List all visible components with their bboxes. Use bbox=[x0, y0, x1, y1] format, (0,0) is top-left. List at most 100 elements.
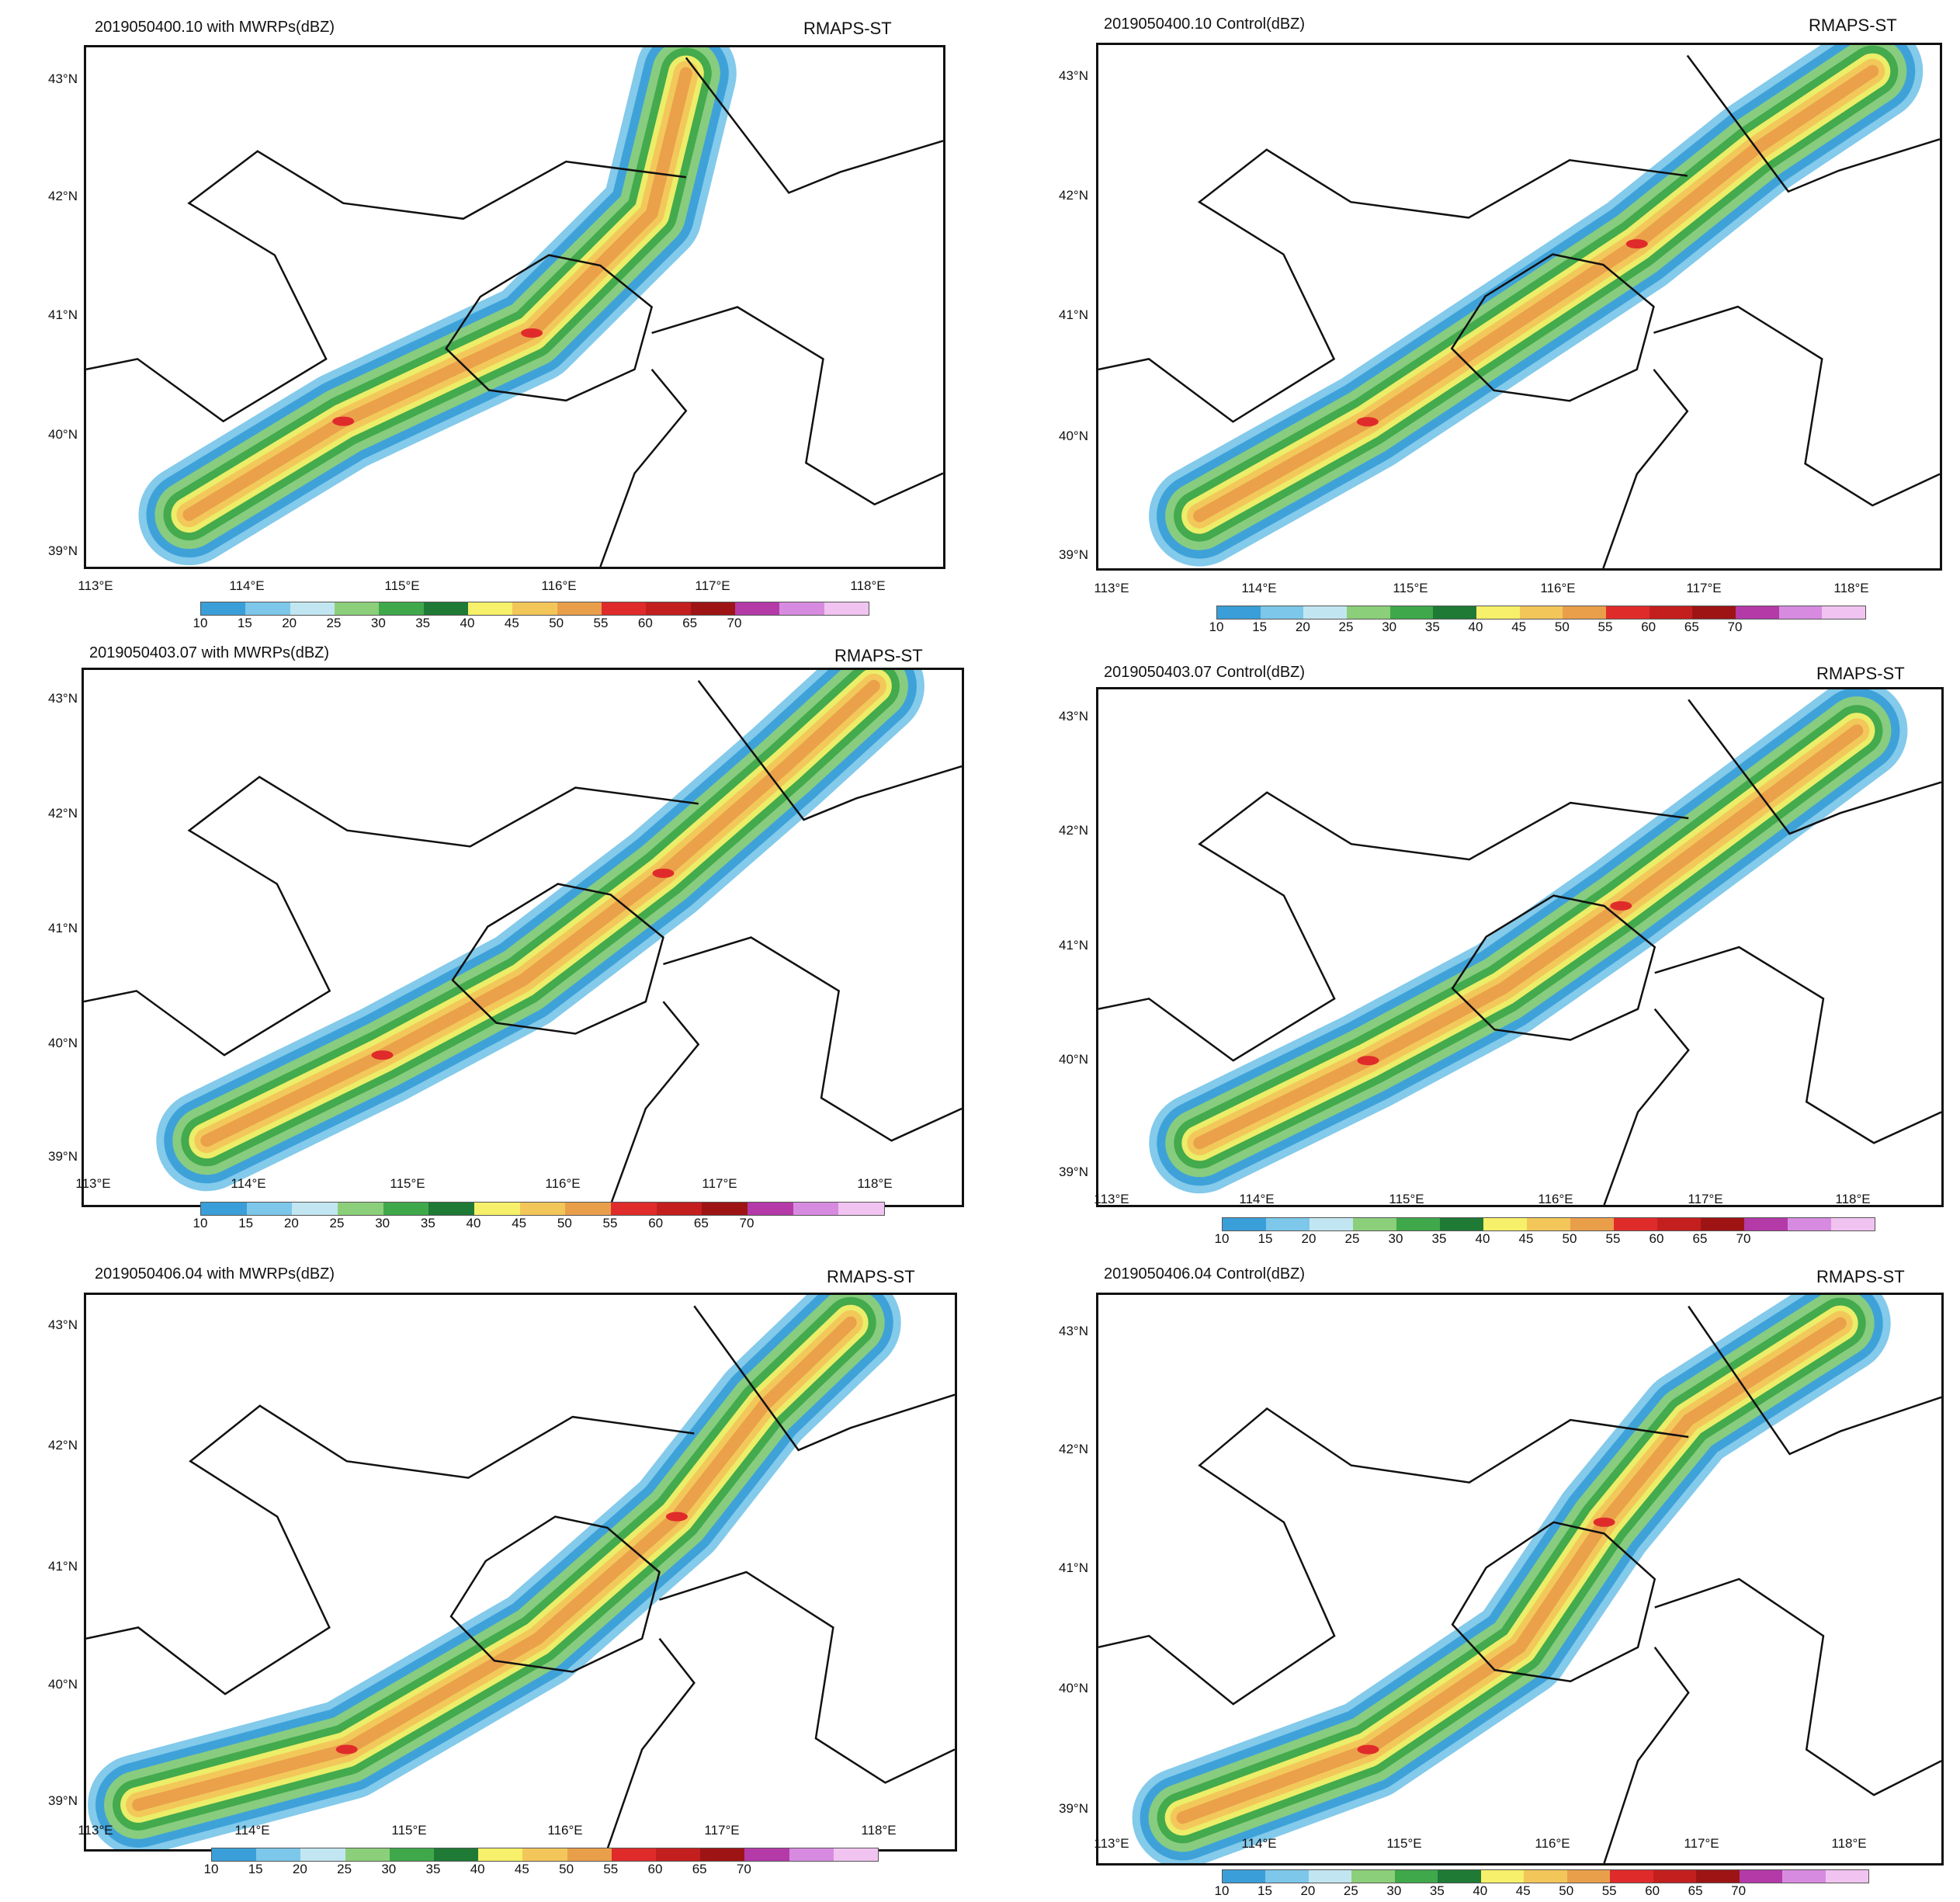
lat-label: 42°N bbox=[1059, 1442, 1088, 1456]
map-canvas bbox=[1098, 45, 1940, 568]
lat-label: 40°N bbox=[1059, 429, 1088, 443]
panel-3: 2019050403.07 with MWRPs(dBZ) RMAPS-ST 4… bbox=[0, 629, 980, 1258]
lon-label: 113°E bbox=[78, 1823, 113, 1838]
lon-label: 113°E bbox=[1094, 581, 1129, 595]
lon-label: 117°E bbox=[1688, 1192, 1723, 1206]
colorbar-swatch bbox=[793, 1203, 839, 1215]
colorbar-swatch bbox=[690, 602, 735, 615]
reflectivity-core bbox=[1356, 417, 1379, 427]
colorbar-swatch bbox=[1744, 1218, 1788, 1230]
colorbar-swatch bbox=[1524, 1870, 1567, 1883]
colorbar-tick-label: 50 bbox=[559, 1862, 574, 1876]
colorbar-swatch bbox=[1394, 1870, 1438, 1883]
colorbar bbox=[1216, 606, 1866, 620]
colorbar-tick-label: 10 bbox=[193, 1216, 208, 1230]
colorbar-tick-label: 25 bbox=[1343, 1883, 1358, 1898]
colorbar-swatch bbox=[567, 1848, 612, 1861]
colorbar-swatch bbox=[1606, 606, 1650, 619]
colorbar-swatch bbox=[1223, 1870, 1266, 1883]
province-border bbox=[659, 1571, 955, 1784]
colorbar-tick-label: 35 bbox=[1424, 620, 1440, 634]
colorbar-swatch bbox=[1438, 1870, 1481, 1883]
colorbar-swatch bbox=[201, 602, 246, 615]
colorbar-swatch bbox=[656, 1848, 701, 1861]
province-border bbox=[86, 150, 686, 423]
colorbar-swatch bbox=[519, 1203, 566, 1215]
province-border bbox=[1603, 1647, 1690, 1863]
province-border bbox=[1653, 305, 1940, 507]
panel-title: 2019050400.10 Control(dBZ) bbox=[1104, 16, 1306, 33]
lat-label: 41°N bbox=[1059, 1560, 1088, 1575]
province-border bbox=[1098, 1407, 1689, 1706]
colorbar-swatch bbox=[789, 1848, 834, 1861]
lon-label: 118°E bbox=[861, 1823, 897, 1838]
colorbar-swatch bbox=[1310, 1218, 1353, 1230]
colorbar-swatch bbox=[744, 1848, 789, 1861]
lon-label: 117°E bbox=[704, 1823, 740, 1838]
colorbar-tick-label: 30 bbox=[375, 1216, 390, 1230]
lat-label: 42°N bbox=[1059, 823, 1088, 838]
colorbar-swatch bbox=[779, 602, 824, 615]
colorbar-swatch bbox=[345, 1848, 390, 1861]
colorbar-tick-label: 10 bbox=[1214, 1231, 1230, 1246]
reflectivity-core bbox=[332, 416, 355, 426]
lon-label: 116°E bbox=[545, 1176, 581, 1191]
colorbar-tick-label: 15 bbox=[1258, 1231, 1273, 1246]
colorbar-tick-label: 65 bbox=[682, 616, 698, 630]
reflectivity-core bbox=[1610, 901, 1632, 911]
colorbar-swatch bbox=[383, 1203, 429, 1215]
colorbar-tick-label: 70 bbox=[1731, 1883, 1747, 1898]
lon-label: 118°E bbox=[1831, 1836, 1867, 1851]
colorbar-swatch bbox=[565, 1203, 612, 1215]
colorbar-labels: 10 15 20 25 30 35 40 45 50 55 60 65 70 bbox=[193, 1216, 883, 1231]
reflectivity-core bbox=[371, 1050, 394, 1060]
colorbar-tick-label: 40 bbox=[1468, 620, 1483, 634]
province-border bbox=[1451, 894, 1656, 1041]
panel-title: 2019050403.07 with MWRPs(dBZ) bbox=[89, 644, 330, 661]
colorbar-swatch bbox=[833, 1848, 879, 1861]
lon-label: 115°E bbox=[1393, 581, 1428, 595]
panel-6: 2019050406.04 Control(dBZ) RMAPS-ST 43°N… bbox=[980, 1258, 1960, 1902]
colorbar-swatch bbox=[1701, 1218, 1744, 1230]
colorbar-tick-label: 60 bbox=[1645, 1883, 1660, 1898]
colorbar bbox=[211, 1848, 879, 1862]
lon-label: 116°E bbox=[1540, 581, 1576, 595]
colorbar-swatch bbox=[838, 1203, 885, 1215]
lon-label: 115°E bbox=[1386, 1836, 1422, 1851]
colorbar-tick-label: 35 bbox=[425, 1862, 441, 1876]
colorbar-swatch bbox=[1566, 1870, 1611, 1883]
colorbar-tick-label: 50 bbox=[1554, 620, 1570, 634]
colorbar-swatch bbox=[1483, 1218, 1527, 1230]
province-border bbox=[651, 306, 943, 506]
colorbar-tick-label: 60 bbox=[1641, 620, 1656, 634]
colorbar-labels: 10 15 20 25 30 35 40 45 50 55 60 65 70 bbox=[1215, 1231, 1874, 1247]
lon-label: 117°E bbox=[702, 1176, 737, 1191]
colorbar-tick-label: 15 bbox=[248, 1862, 263, 1876]
province-border bbox=[663, 936, 962, 1142]
reflectivity-core bbox=[335, 1744, 358, 1754]
colorbar-swatch bbox=[522, 1848, 567, 1861]
lon-label: 118°E bbox=[850, 578, 886, 593]
lat-label: 40°N bbox=[48, 1036, 78, 1050]
colorbar-tick-label: 55 bbox=[593, 616, 609, 630]
province-border bbox=[84, 776, 699, 1057]
colorbar-tick-label: 70 bbox=[727, 616, 742, 630]
colorbar-swatch bbox=[201, 1203, 247, 1215]
colorbar-swatch bbox=[1480, 1870, 1525, 1883]
lon-label: 114°E bbox=[1241, 581, 1277, 595]
colorbar-tick-label: 25 bbox=[1338, 620, 1354, 634]
colorbar-swatch bbox=[1825, 1870, 1869, 1883]
colorbar-swatch bbox=[338, 1203, 383, 1215]
province-border bbox=[1603, 1008, 1690, 1205]
colorbar-swatch bbox=[1739, 1870, 1783, 1883]
province-border bbox=[1686, 54, 1940, 193]
colorbar-tick-label: 35 bbox=[415, 616, 431, 630]
colorbar-swatch bbox=[1519, 606, 1563, 619]
reflectivity-band bbox=[1193, 64, 1879, 522]
colorbar-swatch bbox=[734, 602, 780, 615]
colorbar-tick-label: 20 bbox=[1295, 620, 1310, 634]
colorbar-swatch bbox=[1649, 606, 1693, 619]
map-canvas bbox=[1098, 1295, 1941, 1863]
lon-label: 116°E bbox=[1535, 1836, 1570, 1851]
lon-label: 118°E bbox=[857, 1176, 893, 1191]
